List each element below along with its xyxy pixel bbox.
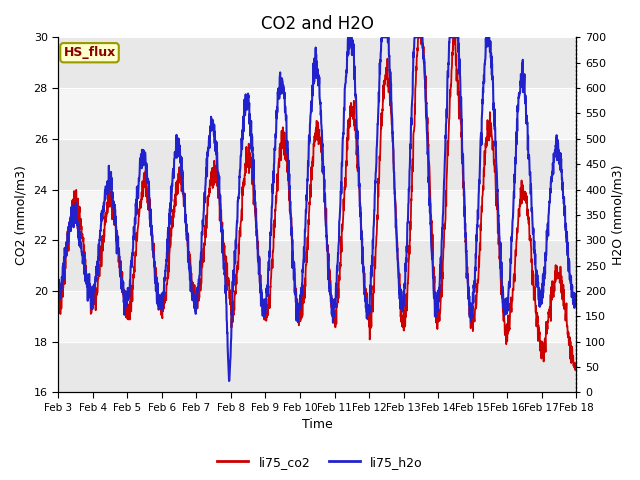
Line: li75_h2o: li75_h2o	[58, 37, 576, 381]
Y-axis label: H2O (mmol/m3): H2O (mmol/m3)	[612, 165, 625, 265]
Legend: li75_co2, li75_h2o: li75_co2, li75_h2o	[212, 451, 428, 474]
Bar	[58, 291, 576, 342]
Bar	[58, 342, 576, 393]
Bar	[58, 139, 576, 190]
li75_h2o	[332, 280, 340, 286]
li75_h2o	[345, 35, 353, 40]
li75_co2	[199, 258, 207, 264]
li75_h2o	[527, 181, 535, 187]
li75_h2o	[541, 250, 549, 256]
li75_co2	[415, 35, 422, 40]
li75_h2o	[54, 288, 62, 294]
li75_h2o	[468, 312, 476, 318]
Bar	[58, 37, 576, 88]
Text: HS_flux: HS_flux	[63, 46, 116, 59]
li75_h2o	[344, 50, 351, 56]
Line: li75_co2: li75_co2	[58, 37, 576, 370]
li75_co2	[572, 367, 579, 373]
Y-axis label: CO2 (mmol/m3): CO2 (mmol/m3)	[15, 165, 28, 265]
li75_co2	[468, 320, 476, 326]
li75_co2	[343, 140, 351, 146]
li75_co2	[54, 298, 62, 303]
li75_co2	[527, 236, 534, 241]
li75_co2	[541, 336, 549, 341]
Title: CO2 and H2O: CO2 and H2O	[261, 15, 374, 33]
Bar	[58, 190, 576, 240]
X-axis label: Time: Time	[302, 419, 333, 432]
li75_h2o	[225, 378, 233, 384]
Bar	[58, 240, 576, 291]
li75_h2o	[572, 291, 580, 297]
li75_h2o	[199, 217, 207, 223]
li75_co2	[572, 360, 580, 366]
Bar	[58, 88, 576, 139]
li75_co2	[332, 314, 340, 320]
